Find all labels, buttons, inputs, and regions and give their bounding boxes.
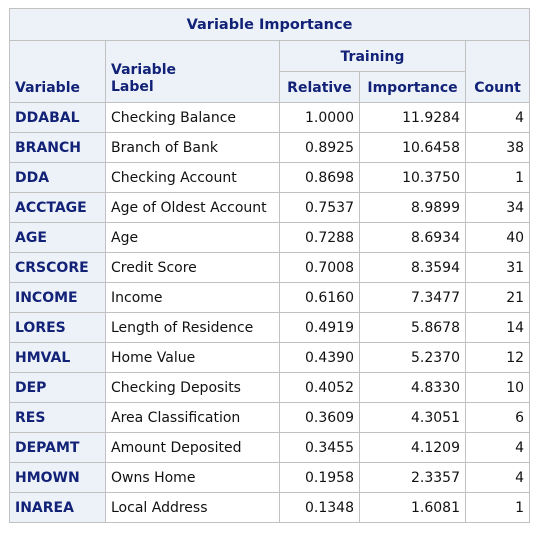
cell-variable: HMVAL xyxy=(9,342,106,373)
cell-importance: 10.6458 xyxy=(359,132,466,163)
cell-variable: DDABAL xyxy=(9,102,106,133)
cell-relative: 0.1348 xyxy=(279,492,360,523)
cell-importance: 8.6934 xyxy=(359,222,466,253)
cell-variable: DEP xyxy=(9,372,106,403)
table-row: ACCTAGE Age of Oldest Account 0.7537 8.9899… xyxy=(9,192,531,223)
cell-count: 4 xyxy=(464,462,531,493)
cell-variable: LORES xyxy=(9,312,106,343)
table-row: INAREA Local Address 0.1348 1.6081 1 xyxy=(9,492,531,523)
cell-importance: 11.9284 xyxy=(359,102,466,133)
cell-variable-label: Age of Oldest Account xyxy=(105,192,280,223)
cell-count: 4 xyxy=(464,432,531,463)
cell-importance: 2.3357 xyxy=(359,462,466,493)
cell-variable: DDA xyxy=(9,162,106,193)
header-variable: Variable xyxy=(9,40,106,103)
cell-relative: 0.6160 xyxy=(279,282,360,313)
cell-importance: 4.1209 xyxy=(359,432,466,463)
table-row: BRANCH Branch of Bank 0.8925 10.6458 38 xyxy=(9,132,531,163)
header-count: Count xyxy=(464,40,531,103)
variable-importance-table: Variable Importance Variable Variable La… xyxy=(8,8,531,523)
table-row: RES Area Classification 0.3609 4.3051 6 xyxy=(9,402,531,433)
cell-variable-label: Checking Balance xyxy=(105,102,280,133)
cell-importance: 8.3594 xyxy=(359,252,466,283)
cell-variable-label: Amount Deposited xyxy=(105,432,280,463)
cell-importance: 5.2370 xyxy=(359,342,466,373)
cell-relative: 0.7008 xyxy=(279,252,360,283)
cell-relative: 0.4390 xyxy=(279,342,360,373)
cell-count: 12 xyxy=(464,342,531,373)
variable-importance-table-container: Variable Importance Variable Variable La… xyxy=(8,8,531,523)
cell-count: 21 xyxy=(464,282,531,313)
cell-count: 34 xyxy=(464,192,531,223)
cell-variable-label: Home Value xyxy=(105,342,280,373)
cell-variable-label: Age xyxy=(105,222,280,253)
table-row: LORES Length of Residence 0.4919 5.8678 14 xyxy=(9,312,531,343)
cell-relative: 0.4919 xyxy=(279,312,360,343)
cell-count: 31 xyxy=(464,252,531,283)
table-body: DDABAL Checking Balance 1.0000 11.9284 4 BRAN… xyxy=(9,102,531,523)
cell-variable-label: Local Address xyxy=(105,492,280,523)
table-row: HMVAL Home Value 0.4390 5.2370 12 xyxy=(9,342,531,373)
cell-relative: 0.8925 xyxy=(279,132,360,163)
cell-variable: BRANCH xyxy=(9,132,106,163)
cell-relative: 0.1958 xyxy=(279,462,360,493)
cell-importance: 4.8330 xyxy=(359,372,466,403)
cell-variable-label: Area Classification xyxy=(105,402,280,433)
header-relative: Relative xyxy=(279,71,360,103)
cell-relative: 0.3455 xyxy=(279,432,360,463)
cell-variable: AGE xyxy=(9,222,106,253)
cell-importance: 7.3477 xyxy=(359,282,466,313)
cell-relative: 0.3609 xyxy=(279,402,360,433)
cell-count: 14 xyxy=(464,312,531,343)
cell-variable: INAREA xyxy=(9,492,106,523)
cell-relative: 0.4052 xyxy=(279,372,360,403)
cell-variable-label: Credit Score xyxy=(105,252,280,283)
table-row: CRSCORE Credit Score 0.7008 8.3594 31 xyxy=(9,252,531,283)
table-row: DEPAMT Amount Deposited 0.3455 4.1209 4 xyxy=(9,432,531,463)
cell-count: 10 xyxy=(464,372,531,403)
cell-variable-label: Checking Account xyxy=(105,162,280,193)
cell-variable-label: Owns Home xyxy=(105,462,280,493)
header-importance: Importance xyxy=(359,71,466,103)
cell-relative: 0.7288 xyxy=(279,222,360,253)
cell-count: 1 xyxy=(464,492,531,523)
table-row: DEP Checking Deposits 0.4052 4.8330 10 xyxy=(9,372,531,403)
table-title: Variable Importance xyxy=(8,8,531,41)
cell-importance: 4.3051 xyxy=(359,402,466,433)
cell-variable-label: Length of Residence xyxy=(105,312,280,343)
cell-importance: 1.6081 xyxy=(359,492,466,523)
cell-variable-label: Income xyxy=(105,282,280,313)
cell-variable-label: Checking Deposits xyxy=(105,372,280,403)
cell-count: 4 xyxy=(464,102,531,133)
cell-importance: 8.9899 xyxy=(359,192,466,223)
table-row: DDA Checking Account 0.8698 10.3750 1 xyxy=(9,162,531,193)
cell-variable: RES xyxy=(9,402,106,433)
cell-variable: INCOME xyxy=(9,282,106,313)
cell-variable-label: Branch of Bank xyxy=(105,132,280,163)
cell-count: 6 xyxy=(464,402,531,433)
cell-variable: DEPAMT xyxy=(9,432,106,463)
table-row: INCOME Income 0.6160 7.3477 21 xyxy=(9,282,531,313)
cell-variable: ACCTAGE xyxy=(9,192,106,223)
table-row: HMOWN Owns Home 0.1958 2.3357 4 xyxy=(9,462,531,493)
cell-relative: 0.8698 xyxy=(279,162,360,193)
cell-relative: 0.7537 xyxy=(279,192,360,223)
table-row: AGE Age 0.7288 8.6934 40 xyxy=(9,222,531,253)
cell-importance: 5.8678 xyxy=(359,312,466,343)
header-training: Training xyxy=(279,40,466,72)
cell-variable: HMOWN xyxy=(9,462,106,493)
cell-count: 40 xyxy=(464,222,531,253)
table-row: DDABAL Checking Balance 1.0000 11.9284 4 xyxy=(9,102,531,133)
cell-importance: 10.3750 xyxy=(359,162,466,193)
cell-count: 38 xyxy=(464,132,531,163)
cell-variable: CRSCORE xyxy=(9,252,106,283)
cell-relative: 1.0000 xyxy=(279,102,360,133)
cell-count: 1 xyxy=(464,162,531,193)
header-variable-label: Variable Label xyxy=(105,40,280,103)
